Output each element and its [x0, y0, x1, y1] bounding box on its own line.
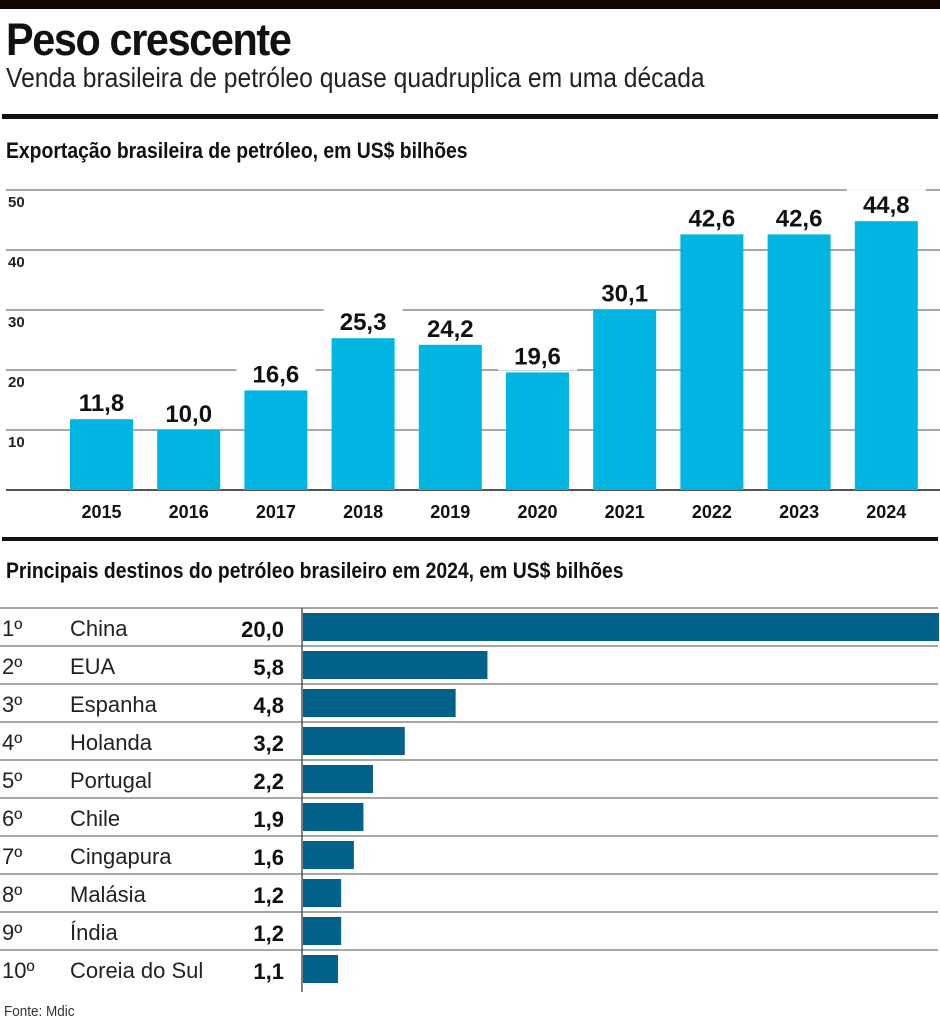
y-tick-label: 30	[8, 314, 25, 331]
rank-label: 1º	[2, 616, 22, 641]
value-label: 1,6	[253, 845, 284, 870]
value-label-bg	[585, 277, 665, 308]
bar-2015	[70, 419, 133, 490]
country-label: Espanha	[70, 692, 158, 717]
chart2-title: Principais destinos do petróleo brasilei…	[6, 558, 624, 583]
x-tick-label: 2024	[866, 502, 906, 522]
bar-Coreia do Sul	[303, 955, 338, 983]
bar-2017	[244, 390, 308, 490]
bar-2019	[418, 344, 482, 490]
value-label: 24,2	[427, 316, 474, 343]
x-tick-label: 2016	[169, 502, 209, 522]
value-label-bg	[62, 387, 141, 418]
country-label: Holanda	[70, 730, 153, 755]
rank-label: 8º	[2, 882, 22, 907]
bar-Holanda	[303, 727, 405, 755]
x-tick-label: 2018	[343, 502, 383, 522]
rank-label: 10º	[2, 958, 35, 983]
bar-Cingapura	[303, 841, 354, 869]
value-label: 4,8	[253, 693, 284, 718]
value-label-bg	[236, 358, 316, 389]
value-label: 19,6	[514, 343, 561, 370]
top-rule	[0, 0, 940, 9]
rank-label: 6º	[2, 806, 22, 831]
rank-label: 4º	[2, 730, 22, 755]
value-label: 3,2	[253, 731, 284, 756]
y-tick-label: 20	[8, 374, 25, 391]
bar-EUA	[303, 651, 488, 679]
value-label: 42,6	[689, 205, 736, 232]
rank-label: 9º	[2, 920, 22, 945]
country-label: EUA	[70, 654, 116, 679]
rank-label: 7º	[2, 844, 22, 869]
bar-2020	[506, 372, 569, 490]
value-label: 1,1	[253, 959, 284, 984]
value-label: 25,3	[340, 309, 387, 336]
x-tick-label: 2015	[81, 502, 121, 522]
country-label: China	[70, 616, 128, 641]
bar-2021	[593, 309, 657, 490]
value-label: 16,6	[253, 361, 300, 388]
x-tick-label: 2017	[256, 502, 296, 522]
bar-China	[303, 613, 939, 641]
x-tick-label: 2022	[692, 502, 732, 522]
value-label: 20,0	[241, 617, 284, 642]
country-label: Coreia do Sul	[70, 958, 203, 983]
value-label: 11,8	[79, 390, 124, 417]
value-label-bg	[498, 340, 577, 371]
page-title: Peso crescente	[6, 14, 292, 65]
bar-Portugal	[303, 765, 373, 793]
divider	[2, 114, 938, 119]
country-label: Índia	[70, 920, 118, 945]
chart1-title: Exportação brasileira de petróleo, em US…	[6, 138, 468, 163]
value-label: 30,1	[601, 280, 648, 307]
value-label: 1,2	[253, 921, 284, 946]
x-tick-label: 2020	[517, 502, 557, 522]
x-tick-label: 2019	[430, 502, 470, 522]
bar-2024	[854, 221, 918, 490]
value-label: 5,8	[253, 655, 284, 680]
value-label: 1,9	[253, 807, 284, 832]
value-label: 2,2	[253, 769, 284, 794]
bar-Chile	[303, 803, 364, 831]
y-tick-label: 10	[8, 434, 25, 451]
bar-2023	[767, 234, 831, 490]
x-tick-label: 2021	[605, 502, 645, 522]
bar-2016	[157, 430, 221, 490]
rank-label: 5º	[2, 768, 22, 793]
country-label: Malásia	[70, 882, 147, 907]
value-label-bg	[323, 306, 403, 337]
page-subtitle: Venda brasileira de petróleo quase quadr…	[6, 62, 705, 93]
divider	[2, 537, 938, 541]
bar-2022	[680, 234, 744, 490]
source-note: Fonte: Mdic	[4, 1003, 75, 1020]
bar-Índia	[303, 917, 342, 945]
value-label: 10,0	[165, 401, 212, 428]
country-label: Portugal	[70, 768, 152, 793]
country-label: Chile	[70, 806, 120, 831]
destinations-bar-chart: 1º China 20,0 2º EUA 5,8 3º Espanha 4,8 4º Holanda…	[0, 607, 939, 992]
value-label-bg	[672, 202, 752, 233]
value-label: 1,2	[253, 883, 284, 908]
y-tick-label: 40	[8, 254, 25, 271]
value-label: 44,8	[863, 192, 910, 219]
value-label-bg	[149, 398, 229, 428]
x-tick-label: 2023	[779, 502, 819, 522]
value-label-bg	[759, 202, 839, 233]
bar-Malásia	[303, 879, 342, 907]
bar-2018	[331, 338, 395, 490]
value-label: 42,6	[776, 205, 823, 232]
y-tick-label: 50	[8, 194, 25, 211]
value-label-bg	[410, 312, 490, 343]
rank-label: 2º	[2, 654, 22, 679]
value-label-bg	[846, 189, 926, 220]
bar-Espanha	[303, 689, 456, 717]
country-label: Cingapura	[70, 844, 172, 869]
export-bar-chart: 10 20 30 40 50 11,8 2015 10,0 2016 16,6 2017 25,3 20…	[6, 189, 940, 522]
rank-label: 3º	[2, 692, 22, 717]
